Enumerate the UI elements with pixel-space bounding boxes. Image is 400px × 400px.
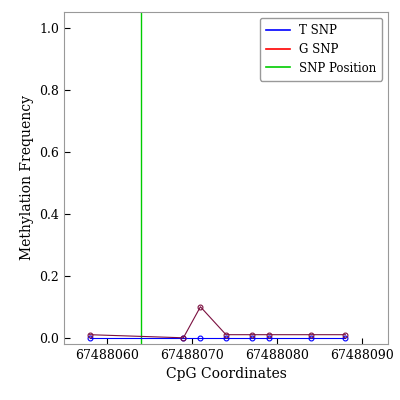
X-axis label: CpG Coordinates: CpG Coordinates bbox=[166, 368, 286, 382]
Legend: T SNP, G SNP, SNP Position: T SNP, G SNP, SNP Position bbox=[260, 18, 382, 80]
Y-axis label: Methylation Frequency: Methylation Frequency bbox=[20, 96, 34, 260]
